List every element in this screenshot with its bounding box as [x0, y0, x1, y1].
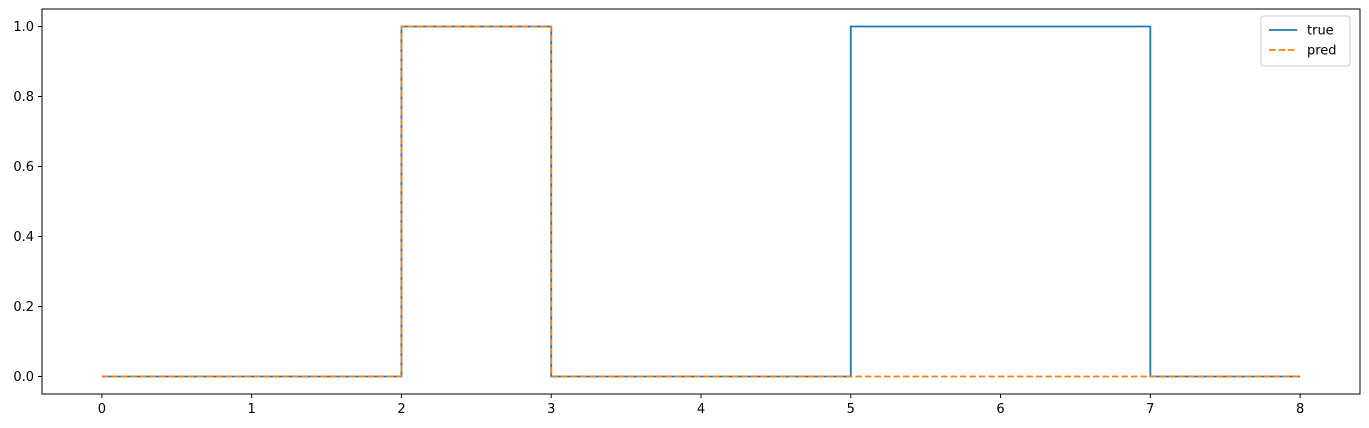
x-tick-label: 8 [1296, 402, 1304, 417]
legend: true pred [1260, 15, 1351, 67]
y-tick-label: 0.6 [13, 160, 34, 175]
y-tick-label: 0.8 [13, 90, 34, 105]
x-tick-label: 4 [697, 402, 705, 417]
plot-area [101, 25, 1301, 378]
x-tick-label: 0 [98, 402, 106, 417]
y-tick-label: 0.0 [13, 370, 34, 385]
series-line-pred [101, 25, 1301, 378]
y-tick-label: 1.0 [13, 20, 34, 35]
legend-box [1260, 15, 1351, 67]
axes: 0 1 2 3 4 5 6 7 8 0.0 0.2 0.4 0.6 0.8 1.0 [13, 8, 1361, 417]
x-tick-label: 1 [248, 402, 256, 417]
x-tick-label: 3 [547, 402, 555, 417]
y-tick-label: 0.2 [13, 300, 34, 315]
legend-label-pred: pred [1307, 44, 1337, 59]
x-tick-label: 2 [397, 402, 405, 417]
legend-label-true: true [1307, 24, 1334, 39]
x-tick-label: 7 [1146, 402, 1154, 417]
x-tick-label: 6 [996, 402, 1004, 417]
x-tick-label: 5 [847, 402, 855, 417]
y-tick-label: 0.4 [13, 230, 34, 245]
